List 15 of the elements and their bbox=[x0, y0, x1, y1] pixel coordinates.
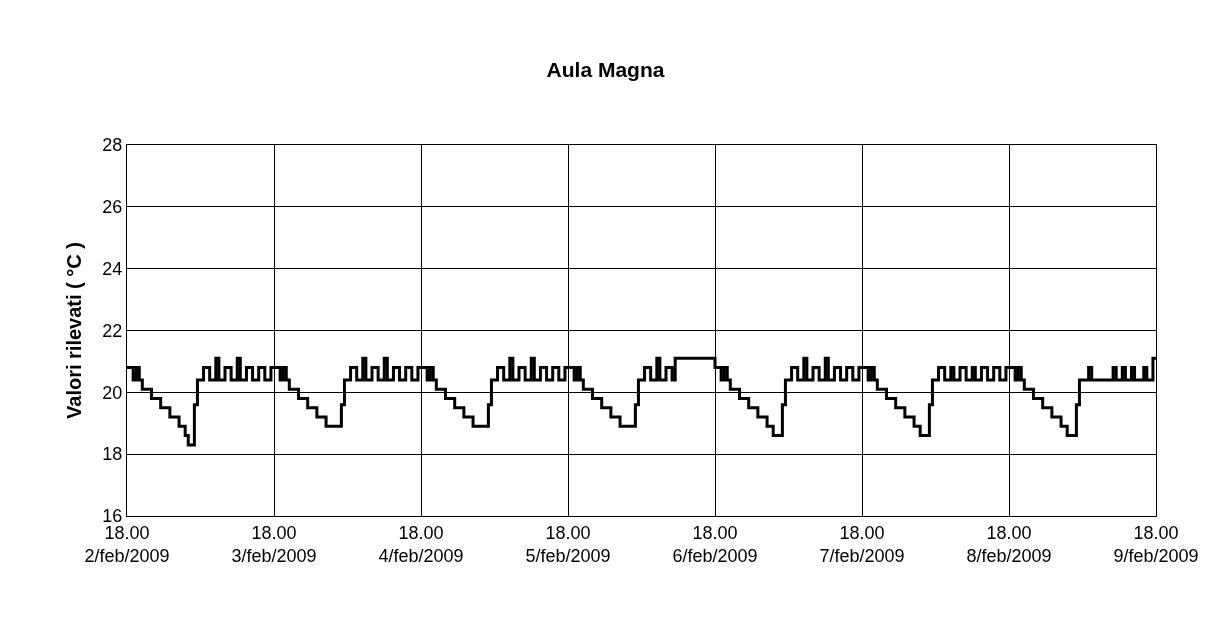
y-tick-label: 20 bbox=[102, 382, 123, 403]
x-tick-label: 18.00 4/feb/2009 bbox=[378, 522, 464, 566]
y-tick-label: 28 bbox=[102, 135, 123, 156]
y-tick-label: 22 bbox=[102, 320, 123, 341]
chart-title: Aula Magna bbox=[546, 57, 665, 81]
x-tick-label: 18.00 8/feb/2009 bbox=[966, 522, 1052, 566]
y-axis-title: Valori rilevati ( °C ) bbox=[62, 242, 85, 419]
x-tick-label: 18.00 7/feb/2009 bbox=[819, 522, 905, 566]
y-tick-label: 24 bbox=[102, 258, 123, 279]
x-tick-label: 18.00 3/feb/2009 bbox=[231, 522, 317, 566]
x-tick-label: 18.00 6/feb/2009 bbox=[672, 522, 758, 566]
y-tick-label: 26 bbox=[102, 197, 123, 218]
x-tick-label: 18.00 5/feb/2009 bbox=[525, 522, 611, 566]
y-tick-label: 18 bbox=[102, 444, 123, 465]
x-tick-label: 18.00 9/feb/2009 bbox=[1113, 522, 1199, 566]
